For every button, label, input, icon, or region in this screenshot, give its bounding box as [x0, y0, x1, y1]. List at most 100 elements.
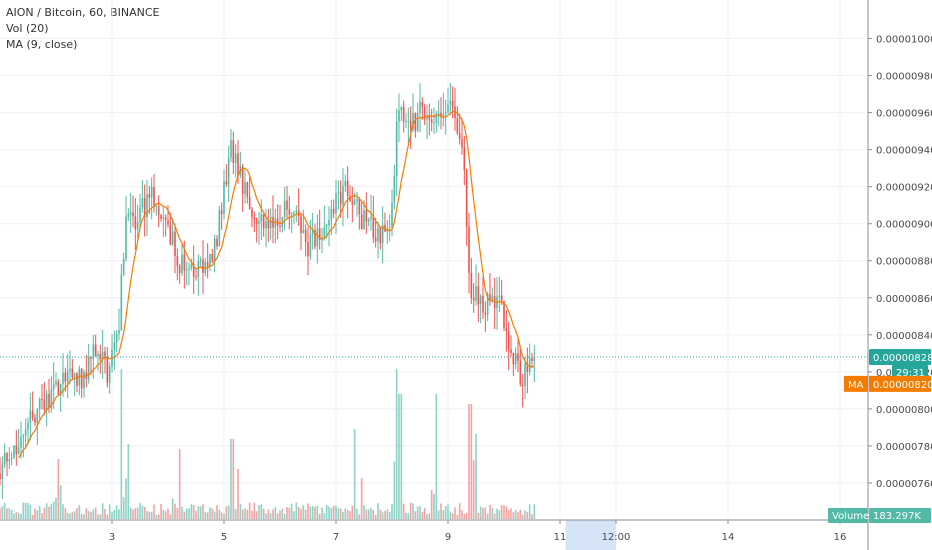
- volume-bar: [146, 511, 148, 519]
- candle-body: [97, 354, 99, 356]
- candle-body: [134, 216, 137, 230]
- candle-body: [59, 383, 62, 395]
- time-tick-label: 11: [554, 532, 567, 543]
- time-axis[interactable]: 3 5 7 9 11 12:00 14 16: [109, 520, 847, 543]
- volume-bar: [244, 508, 246, 519]
- volume-bar: [274, 506, 277, 519]
- volume-bar: [423, 507, 426, 519]
- volume-bar: [477, 512, 480, 519]
- candle-body: [57, 381, 60, 395]
- candle-body: [108, 366, 111, 383]
- candle-body: [83, 372, 85, 389]
- volume-bar: [50, 504, 53, 519]
- candle-body: [316, 228, 319, 247]
- volume-bar: [62, 504, 64, 519]
- volume-bar: [38, 506, 41, 519]
- volume-bar: [10, 510, 13, 519]
- candle-body: [307, 242, 309, 257]
- candle-body: [232, 140, 235, 163]
- ma-indicator-label[interactable]: MA (9, close): [6, 38, 78, 51]
- candle-body: [428, 114, 431, 120]
- volume-bar: [99, 514, 102, 519]
- volume-bar: [218, 509, 221, 519]
- volume-bar: [377, 503, 379, 519]
- candle-body: [365, 210, 368, 222]
- volume-bar: [76, 508, 78, 519]
- candle-body: [167, 220, 169, 225]
- candle-body: [454, 106, 456, 118]
- candle-body: [87, 357, 90, 379]
- candle-body: [125, 216, 127, 259]
- volume-bars: [0, 369, 536, 519]
- volume-bar: [120, 369, 123, 519]
- candle-body: [398, 110, 400, 122]
- price-axis[interactable]: 0.00001000 0.00000980 0.00000960 0.00000940…: [868, 35, 932, 490]
- volume-badge: Volume 183.297K: [828, 508, 931, 523]
- volume-bar: [24, 502, 27, 519]
- candle-body: [360, 214, 363, 230]
- candle-body: [346, 180, 349, 197]
- candle-body: [206, 262, 209, 267]
- candle-body: [178, 265, 181, 273]
- volume-bar: [122, 497, 125, 519]
- volume-bar: [307, 503, 309, 519]
- candle-body: [64, 372, 67, 382]
- volume-bar: [533, 504, 536, 519]
- candle-body: [104, 351, 106, 357]
- volume-bar: [41, 513, 43, 519]
- volume-bar: [13, 513, 15, 519]
- volume-bar: [69, 513, 71, 519]
- volume-bar: [188, 508, 190, 519]
- candle-body: [500, 295, 503, 302]
- candle-body: [442, 114, 445, 117]
- candle-body: [265, 221, 267, 229]
- price-tick-label: 0.00000860: [876, 294, 932, 305]
- volume-bar: [449, 511, 452, 519]
- volume-indicator-label[interactable]: Vol (20): [6, 22, 49, 35]
- volume-bar: [321, 507, 323, 519]
- candle-body: [171, 231, 174, 245]
- volume-bar: [241, 509, 244, 519]
- volume-bar: [22, 502, 25, 519]
- volume-bar: [491, 508, 494, 519]
- volume-bar: [451, 513, 454, 519]
- volume-bar: [300, 508, 302, 519]
- candle-body: [188, 267, 190, 270]
- candle-body: [234, 153, 237, 163]
- candle-body: [421, 101, 424, 107]
- volume-bar: [374, 514, 377, 519]
- volume-bar: [328, 506, 330, 519]
- volume-bar: [34, 508, 36, 519]
- volume-bar: [157, 514, 160, 519]
- candle-body: [0, 473, 1, 480]
- volume-bar: [15, 512, 18, 519]
- chart-symbol-title[interactable]: AION / Bitcoin, 60, BINANCE: [6, 6, 160, 19]
- candle-body: [209, 253, 211, 267]
- candle-body: [416, 113, 419, 131]
- volume-bar: [381, 512, 384, 519]
- volume-bar: [465, 512, 468, 519]
- volume-bar: [64, 507, 67, 519]
- volume-bar: [167, 508, 169, 519]
- volume-bar: [405, 512, 407, 519]
- volume-bar: [363, 505, 365, 519]
- candle-body: [174, 231, 176, 256]
- candle-body: [475, 286, 477, 301]
- candle-body: [440, 112, 442, 117]
- candle-body: [309, 234, 312, 257]
- candle-body: [269, 216, 272, 229]
- volume-bar: [332, 505, 335, 519]
- candle-body: [146, 194, 148, 218]
- countdown-value: 29:31: [896, 368, 925, 379]
- candle-body: [31, 410, 34, 419]
- candle-body: [486, 294, 489, 315]
- candle-body: [288, 209, 291, 215]
- candle-body: [80, 368, 83, 389]
- volume-bar: [92, 509, 95, 519]
- volume-bar: [461, 510, 463, 519]
- candle-body: [281, 217, 284, 228]
- volume-bar: [314, 506, 316, 519]
- candle-body: [169, 224, 172, 245]
- volume-bar: [73, 511, 76, 519]
